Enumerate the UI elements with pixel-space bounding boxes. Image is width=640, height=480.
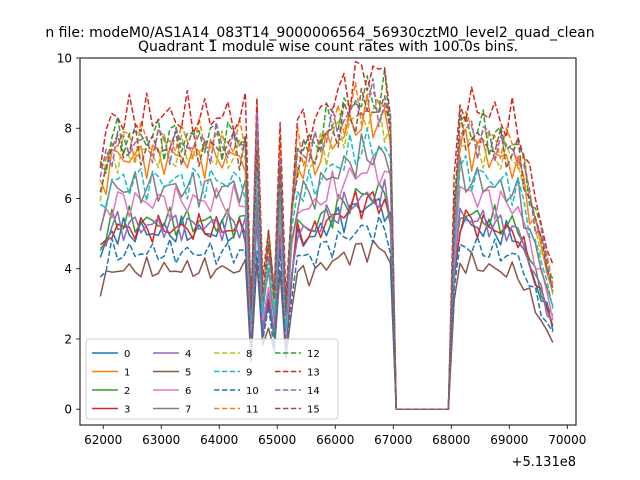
- legend-label-7: 7: [185, 405, 191, 416]
- legend-label-2: 2: [124, 386, 130, 397]
- x-tick-label: 69000: [490, 433, 528, 447]
- legend-label-13: 13: [307, 368, 320, 379]
- y-tick-label: 8: [64, 122, 72, 136]
- legend-label-11: 11: [246, 405, 259, 416]
- x-tick-label: 64000: [200, 433, 238, 447]
- series-line-0: [99, 197, 554, 410]
- x-tick-label: 62000: [84, 433, 122, 447]
- series-line-5: [99, 239, 554, 410]
- legend-label-12: 12: [307, 349, 320, 360]
- legend-box: [85, 338, 339, 420]
- series-line-13: [99, 60, 554, 410]
- x-tick-label: 65000: [258, 433, 296, 447]
- figure-suptitle: n file: modeM0/AS1A14_083T14_9000006564_…: [45, 25, 594, 41]
- series-line-4: [100, 178, 554, 410]
- y-tick-label: 10: [57, 52, 72, 66]
- series-line-7: [99, 133, 554, 410]
- legend-label-3: 3: [124, 405, 130, 416]
- y-tick-label: 2: [64, 332, 72, 346]
- x-axis-offset-label: +5.131e8: [512, 455, 576, 470]
- series-line-2: [99, 181, 554, 410]
- legend-label-15: 15: [307, 405, 320, 416]
- series-line-10: [99, 215, 554, 410]
- legend-label-8: 8: [246, 349, 252, 360]
- y-axis: 0 2 4 6 8 10: [57, 52, 80, 417]
- plot-series: [99, 60, 554, 410]
- legend-label-5: 5: [185, 368, 191, 379]
- series-line-9: [99, 128, 554, 410]
- legend-label-0: 0: [124, 349, 130, 360]
- series-line-15: [99, 87, 554, 410]
- x-tick-label: 67000: [374, 433, 412, 447]
- y-tick-label: 6: [64, 192, 72, 206]
- legend-label-14: 14: [307, 386, 320, 397]
- plot-area-frame: [79, 57, 577, 426]
- legend-label-4: 4: [185, 349, 191, 360]
- y-tick-label: 0: [64, 403, 72, 417]
- x-axis: 62000 63000 64000 65000 66000 67000 68000 69000…: [84, 425, 586, 447]
- legend-label-10: 10: [246, 386, 259, 397]
- series-line-14: [99, 77, 554, 410]
- x-tick-label: 70000: [548, 433, 586, 447]
- x-tick-label: 63000: [142, 433, 180, 447]
- legend-label-6: 6: [185, 386, 191, 397]
- x-tick-label: 68000: [432, 433, 470, 447]
- legend-label-1: 1: [124, 368, 130, 379]
- x-tick-label: 66000: [316, 433, 354, 447]
- series-line-6: [99, 155, 554, 410]
- y-tick-label: 4: [64, 262, 72, 276]
- chart-title: Quadrant 1 module wise count rates with …: [138, 39, 518, 55]
- series-line-11: [99, 81, 554, 410]
- legend-label-9: 9: [246, 368, 252, 379]
